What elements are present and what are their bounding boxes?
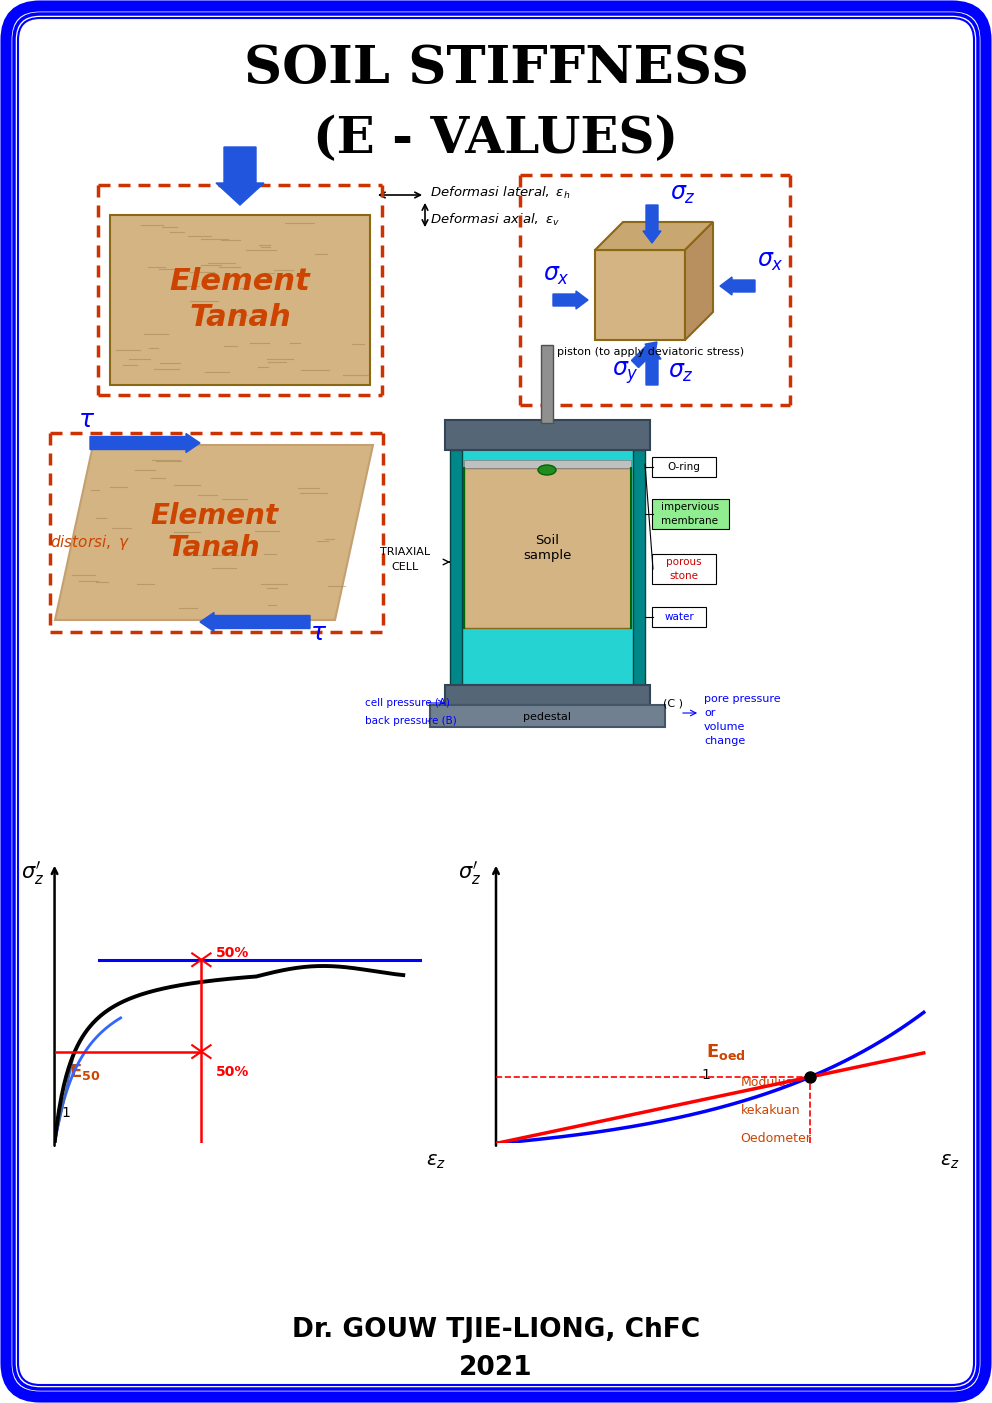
FancyArrow shape (90, 434, 200, 453)
FancyBboxPatch shape (652, 554, 716, 584)
Bar (450, 450, 645, 704)
Text: Soil: Soil (535, 533, 559, 547)
Text: $Deformasi\ lateral,\ \varepsilon_h$: $Deformasi\ lateral,\ \varepsilon_h$ (430, 185, 570, 201)
Text: water: water (664, 612, 693, 622)
FancyArrow shape (216, 147, 264, 205)
Text: 1: 1 (62, 1106, 70, 1120)
Text: cell pressure (A): cell pressure (A) (365, 699, 450, 709)
Text: 50%: 50% (216, 947, 249, 961)
Bar (430, 704, 665, 727)
Text: $\tau$: $\tau$ (78, 408, 95, 432)
Bar (464, 469, 631, 629)
Text: pedestal: pedestal (523, 711, 571, 723)
Text: $distorsi,\ \gamma$: $distorsi,\ \gamma$ (50, 533, 130, 551)
Text: $\sigma_z'$: $\sigma_z'$ (21, 859, 44, 887)
Text: $\sigma_x$: $\sigma_x$ (757, 250, 784, 274)
Text: Oedometer: Oedometer (740, 1132, 811, 1145)
Text: $\sigma_x$: $\sigma_x$ (543, 264, 569, 288)
Text: $\tau$: $\tau$ (310, 622, 327, 645)
Text: stone: stone (670, 571, 698, 581)
Text: porous: porous (667, 557, 701, 567)
Text: (C ): (C ) (663, 699, 683, 709)
Text: back pressure (B): back pressure (B) (365, 716, 456, 725)
Bar (595, 250, 685, 340)
Text: Element: Element (150, 502, 278, 530)
Text: Dr. GOUW TJIE-LIONG, ChFC: Dr. GOUW TJIE-LIONG, ChFC (292, 1317, 700, 1343)
FancyBboxPatch shape (652, 499, 729, 529)
Ellipse shape (538, 464, 556, 476)
FancyArrow shape (643, 205, 661, 243)
Text: $\varepsilon_z$: $\varepsilon_z$ (940, 1152, 960, 1170)
Bar (633, 450, 645, 704)
Text: $\sigma_z'$: $\sigma_z'$ (458, 859, 481, 887)
Bar (450, 450, 462, 704)
Text: Element: Element (170, 268, 310, 296)
Text: CELL: CELL (392, 563, 419, 572)
FancyArrow shape (200, 613, 310, 631)
Text: SOIL STIFFNESS: SOIL STIFFNESS (243, 42, 749, 94)
Text: $\mathbf{E_{oed}}$: $\mathbf{E_{oed}}$ (705, 1041, 745, 1062)
Text: TRIAXIAL: TRIAXIAL (380, 547, 431, 557)
Text: O-ring: O-ring (668, 462, 700, 471)
Text: change: change (704, 737, 745, 746)
Bar (445, 685, 650, 704)
Text: kekakuan: kekakuan (740, 1104, 801, 1117)
Text: $\mathbf{E_{50}}$: $\mathbf{E_{50}}$ (69, 1062, 100, 1082)
FancyArrow shape (632, 342, 657, 368)
Polygon shape (595, 222, 713, 250)
Text: $\sigma_y$: $\sigma_y$ (612, 359, 639, 386)
Bar (445, 419, 650, 450)
Text: 1: 1 (701, 1068, 710, 1082)
Text: 50%: 50% (216, 1065, 249, 1079)
Text: membrane: membrane (662, 516, 718, 526)
FancyArrow shape (720, 276, 755, 295)
Text: $\varepsilon_z$: $\varepsilon_z$ (427, 1152, 446, 1170)
Text: volume: volume (704, 723, 745, 732)
Text: (E - VALUES): (E - VALUES) (313, 115, 679, 164)
Text: piston (to apply deviatoric stress): piston (to apply deviatoric stress) (557, 347, 744, 356)
Text: Modulus: Modulus (740, 1076, 793, 1089)
FancyArrow shape (553, 290, 588, 309)
Text: or: or (704, 709, 715, 718)
Text: $\sigma_z$: $\sigma_z$ (670, 182, 696, 206)
Text: Tanah: Tanah (168, 535, 260, 563)
FancyBboxPatch shape (652, 457, 716, 477)
Text: $\sigma_z$: $\sigma_z$ (668, 361, 694, 384)
Bar (464, 460, 631, 469)
Text: impervious: impervious (661, 502, 719, 512)
FancyArrow shape (643, 347, 661, 384)
Text: 2021: 2021 (459, 1355, 533, 1381)
FancyBboxPatch shape (652, 607, 706, 627)
Polygon shape (55, 445, 373, 620)
Polygon shape (685, 222, 713, 340)
Text: Tanah: Tanah (189, 303, 291, 333)
Text: sample: sample (523, 550, 571, 563)
Text: pore pressure: pore pressure (704, 694, 781, 704)
Text: $Deformasi\ axial,\ \varepsilon_v$: $Deformasi\ axial,\ \varepsilon_v$ (430, 212, 559, 229)
Bar (541, 345, 553, 422)
FancyBboxPatch shape (6, 6, 986, 1397)
Bar (110, 215, 370, 384)
